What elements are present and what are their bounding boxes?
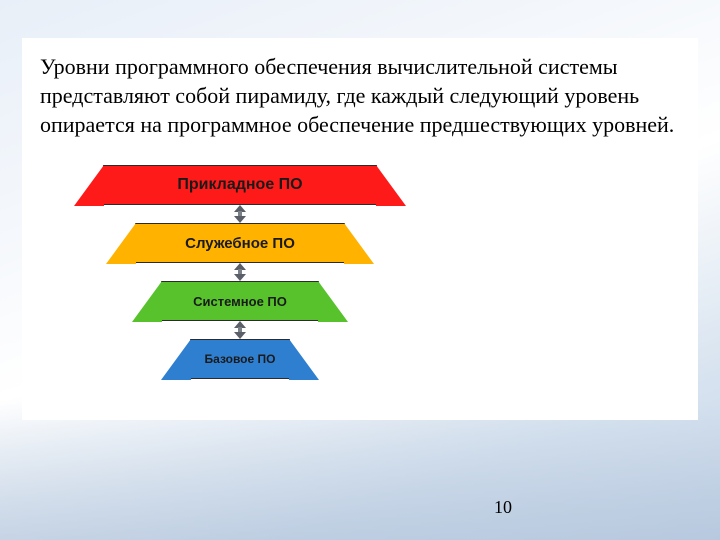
double-arrow-icon xyxy=(233,263,247,281)
level-connector xyxy=(233,263,247,281)
trapezoid-wing xyxy=(74,165,104,206)
trapezoid-wing xyxy=(132,281,162,322)
pyramid-level-label: Системное ПО xyxy=(193,294,287,309)
trapezoid-wing xyxy=(344,223,374,264)
trapezoid-wing xyxy=(376,165,406,206)
level-connector xyxy=(233,321,247,339)
description-text: Уровни программного обеспечения вычислит… xyxy=(40,52,680,139)
trapezoid-wing xyxy=(161,339,191,380)
slide-container: Уровни программного обеспечения вычислит… xyxy=(22,38,698,420)
pyramid-level-application: Прикладное ПО xyxy=(103,165,377,205)
pyramid-level-label: Базовое ПО xyxy=(205,353,276,366)
pyramid-level-service: Служебное ПО xyxy=(135,223,345,263)
trapezoid-wing xyxy=(106,223,136,264)
level-connector xyxy=(233,205,247,223)
software-levels-pyramid: Прикладное ПО Служебное ПО Системное ПО … xyxy=(80,165,400,379)
pyramid-level-system: Системное ПО xyxy=(161,281,319,321)
pyramid-level-base: Базовое ПО xyxy=(190,339,290,379)
trapezoid-wing xyxy=(318,281,348,322)
pyramid-level-label: Служебное ПО xyxy=(185,235,295,252)
double-arrow-icon xyxy=(233,205,247,223)
page-number: 10 xyxy=(494,497,512,518)
pyramid-level-label: Прикладное ПО xyxy=(177,176,302,194)
trapezoid-wing xyxy=(289,339,319,380)
background-shade xyxy=(0,400,720,540)
double-arrow-icon xyxy=(233,321,247,339)
